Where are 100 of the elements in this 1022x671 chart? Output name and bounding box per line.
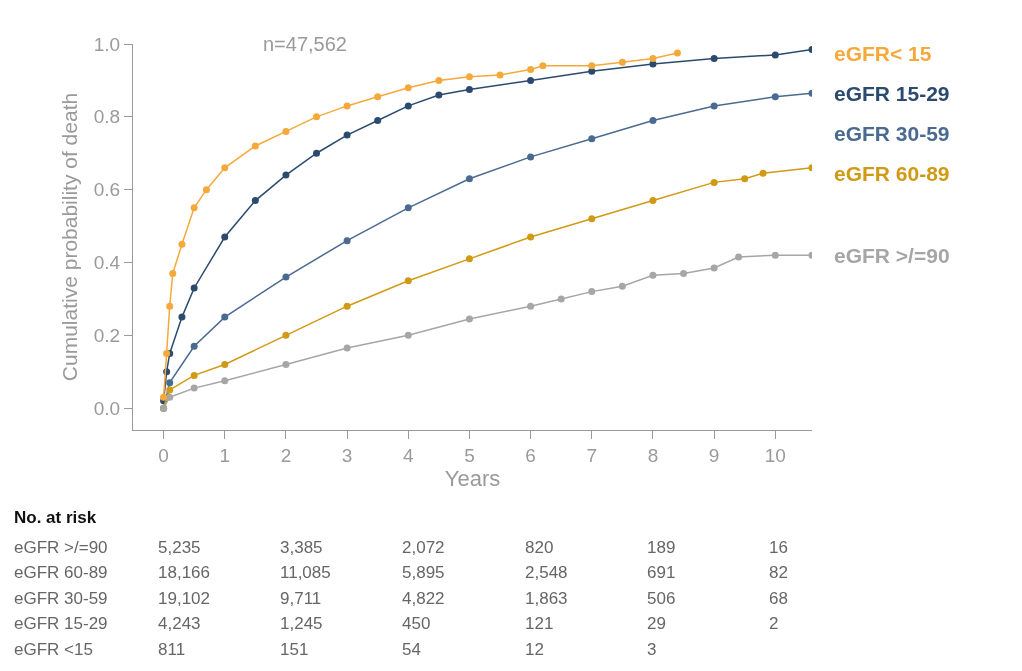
series-label: eGFR 15-29 bbox=[834, 82, 950, 105]
point bbox=[166, 379, 174, 387]
point bbox=[649, 55, 657, 63]
point bbox=[735, 253, 743, 261]
point bbox=[282, 360, 290, 368]
point bbox=[539, 62, 547, 70]
x-tick-label: 5 bbox=[464, 444, 475, 466]
point bbox=[465, 255, 473, 263]
point bbox=[588, 67, 596, 75]
point bbox=[588, 135, 596, 143]
point bbox=[343, 237, 351, 245]
point bbox=[343, 102, 351, 110]
point bbox=[221, 377, 229, 385]
point bbox=[202, 186, 210, 194]
point bbox=[527, 302, 535, 310]
point bbox=[404, 277, 412, 285]
point bbox=[771, 93, 779, 101]
point bbox=[404, 84, 412, 92]
point bbox=[649, 116, 657, 124]
point bbox=[221, 360, 229, 368]
y-tick-label: 0.8 bbox=[93, 106, 121, 128]
point bbox=[680, 269, 688, 277]
point bbox=[771, 251, 779, 259]
point bbox=[588, 215, 596, 223]
point bbox=[190, 342, 198, 350]
x-tick-label: 7 bbox=[586, 444, 598, 466]
point bbox=[759, 169, 767, 177]
point bbox=[313, 113, 321, 121]
point bbox=[190, 384, 198, 392]
text: No. at risk bbox=[14, 508, 97, 527]
point bbox=[618, 282, 626, 290]
x-tick-label: 0 bbox=[158, 444, 169, 466]
x-tick-label: 1 bbox=[219, 444, 231, 466]
point bbox=[588, 288, 596, 296]
point bbox=[404, 331, 412, 339]
point bbox=[166, 302, 174, 310]
x-tick-label: 6 bbox=[525, 444, 536, 466]
point bbox=[771, 51, 779, 59]
point bbox=[618, 58, 626, 66]
point bbox=[527, 153, 535, 161]
y-axis-title: Cumulative probability of death bbox=[57, 92, 81, 382]
point bbox=[404, 204, 412, 212]
point bbox=[557, 295, 565, 303]
y-tick-label: 0.0 bbox=[93, 397, 121, 419]
x-tick-label: 8 bbox=[647, 444, 659, 466]
point bbox=[313, 149, 321, 157]
text: eGFR 15-29 4,243 1,245 450 121 29 2 bbox=[14, 614, 779, 633]
x-tick-label: 4 bbox=[402, 444, 414, 466]
text: eGFR >/=90 5,235 3,385 2,072 820 189 16 bbox=[14, 538, 788, 557]
point bbox=[710, 264, 718, 272]
point bbox=[178, 313, 186, 321]
point bbox=[166, 393, 174, 401]
point bbox=[649, 271, 657, 279]
point bbox=[169, 269, 177, 277]
point bbox=[710, 178, 718, 186]
y-tick-label: 1.0 bbox=[93, 33, 121, 55]
series-label: eGFR >/=90 bbox=[834, 244, 950, 267]
point bbox=[221, 233, 229, 241]
point bbox=[221, 164, 229, 172]
point bbox=[496, 71, 504, 79]
x-tick-label: 3 bbox=[341, 444, 353, 466]
point bbox=[673, 49, 681, 57]
point bbox=[465, 175, 473, 183]
point bbox=[527, 233, 535, 241]
point bbox=[166, 386, 174, 394]
point bbox=[343, 344, 351, 352]
point bbox=[190, 371, 198, 379]
point bbox=[527, 76, 535, 84]
point bbox=[404, 102, 412, 110]
text: eGFR <15 811 151 54 12 3 bbox=[14, 640, 657, 659]
point bbox=[190, 284, 198, 292]
point bbox=[251, 197, 259, 205]
text: eGFR< 15 bbox=[834, 42, 932, 65]
point bbox=[282, 127, 290, 135]
point bbox=[190, 204, 198, 212]
point bbox=[435, 76, 443, 84]
point bbox=[282, 273, 290, 281]
series-label: eGFR 60-89 bbox=[834, 162, 950, 185]
point bbox=[465, 73, 473, 81]
point bbox=[527, 65, 535, 73]
point bbox=[251, 142, 259, 150]
x-tick-label: 10 bbox=[764, 444, 786, 466]
text: eGFR 60-89 18,166 11,085 5,895 2,548 691 82 bbox=[14, 563, 788, 582]
point bbox=[465, 315, 473, 323]
y-tick-label: 0.2 bbox=[93, 324, 121, 346]
x-axis-title: Years bbox=[444, 465, 501, 491]
point bbox=[588, 62, 596, 70]
point bbox=[710, 55, 718, 63]
point bbox=[282, 331, 290, 339]
x-tick-label: 9 bbox=[708, 444, 720, 466]
point bbox=[374, 93, 382, 101]
y-tick-label: 0.4 bbox=[93, 252, 121, 274]
point bbox=[465, 86, 473, 94]
point bbox=[343, 302, 351, 310]
annotation: n=47,562 bbox=[263, 33, 347, 55]
point bbox=[741, 175, 749, 183]
point bbox=[221, 313, 229, 321]
text: eGFR 30-59 19,102 9,711 4,822 1,863 506 68 bbox=[14, 589, 788, 608]
point bbox=[343, 131, 351, 139]
series-label: eGFR 30-59 bbox=[834, 122, 950, 145]
